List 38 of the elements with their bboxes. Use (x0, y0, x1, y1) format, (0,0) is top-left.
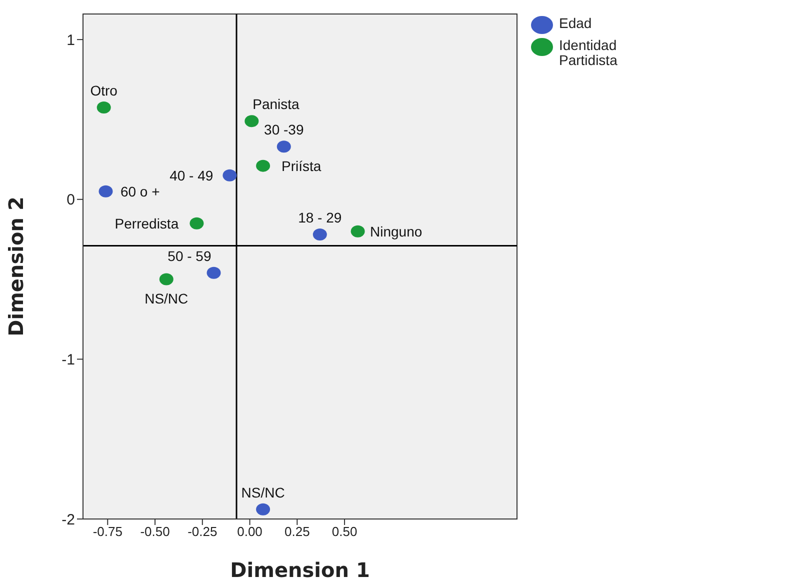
annotation: Perredista (114, 215, 179, 232)
y-tick-label: 0 (66, 192, 75, 209)
y-tick-label: -1 (62, 352, 75, 369)
point (98, 185, 113, 198)
x-tick-label: -0.25 (188, 524, 218, 540)
annotation: NS/NC (144, 290, 188, 306)
y-axis-title: Dimension 2 (4, 196, 28, 336)
point (276, 140, 291, 153)
x-tick-label: -0.75 (92, 524, 122, 540)
point (222, 169, 237, 182)
annotation: Priísta (282, 158, 322, 174)
annotation: Panista (252, 96, 300, 112)
annotation: 40 - 49 (170, 167, 214, 184)
point (256, 160, 270, 172)
x-tick-label: -0.50 (140, 524, 170, 540)
point (96, 101, 111, 114)
annotation: Otro (90, 82, 118, 98)
point (206, 266, 221, 279)
annotation: 18 - 29 (298, 210, 342, 226)
point (256, 503, 270, 516)
legend-label: Edad (559, 15, 593, 31)
annotation: 30 -39 (264, 122, 304, 138)
annotation: 60 o + (120, 183, 160, 200)
annotation: NS/NC (241, 484, 285, 500)
annotation: Ninguno (370, 223, 422, 240)
point (159, 273, 174, 286)
legend-label: Identidad Partidista (559, 37, 618, 68)
x-tick-label: 0.50 (332, 524, 358, 540)
point (190, 217, 204, 230)
annotation: 50 - 59 (168, 248, 212, 264)
point (312, 228, 327, 241)
y-tick-label: -2 (62, 511, 75, 528)
point (350, 225, 365, 238)
x-axis-title: Dimension 1 (230, 558, 370, 581)
x-tick-label: 0.25 (284, 524, 310, 540)
point (244, 115, 259, 128)
x-tick-label: 0.00 (237, 524, 262, 540)
y-tick-label: 1 (66, 32, 75, 49)
